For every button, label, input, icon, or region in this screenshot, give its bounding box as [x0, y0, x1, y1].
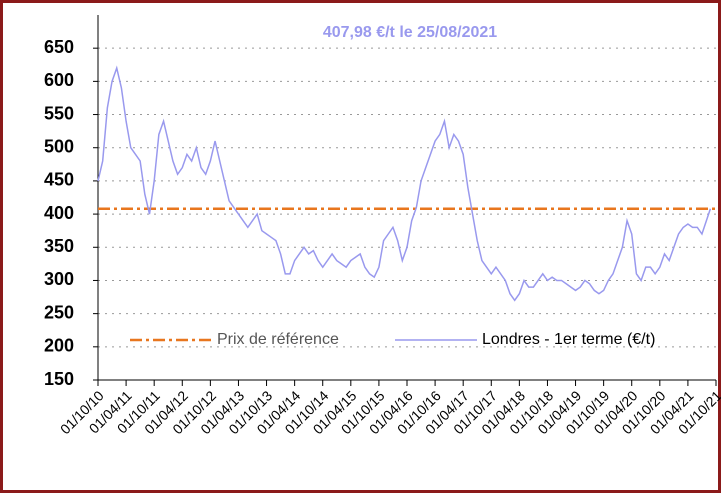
y-tick-label: 650 — [44, 37, 74, 57]
series-line — [97, 65, 712, 302]
legend-label: Londres - 1er terme (€/t) — [482, 331, 655, 348]
y-tick-label: 300 — [44, 269, 74, 289]
y-tick-label: 550 — [44, 103, 74, 123]
y-tick-label: 350 — [44, 236, 74, 256]
legend-label: Prix de référence — [217, 331, 339, 348]
y-tick-label: 400 — [44, 203, 74, 223]
chart-title: 407,98 €/t le 25/08/2021 — [323, 24, 497, 41]
y-tick-label: 150 — [44, 369, 74, 389]
y-tick-label: 200 — [44, 336, 74, 356]
y-tick-label: 450 — [44, 170, 74, 190]
y-tick-label: 250 — [44, 302, 74, 322]
y-tick-label: 500 — [44, 136, 74, 156]
y-tick-label: 600 — [44, 70, 74, 90]
